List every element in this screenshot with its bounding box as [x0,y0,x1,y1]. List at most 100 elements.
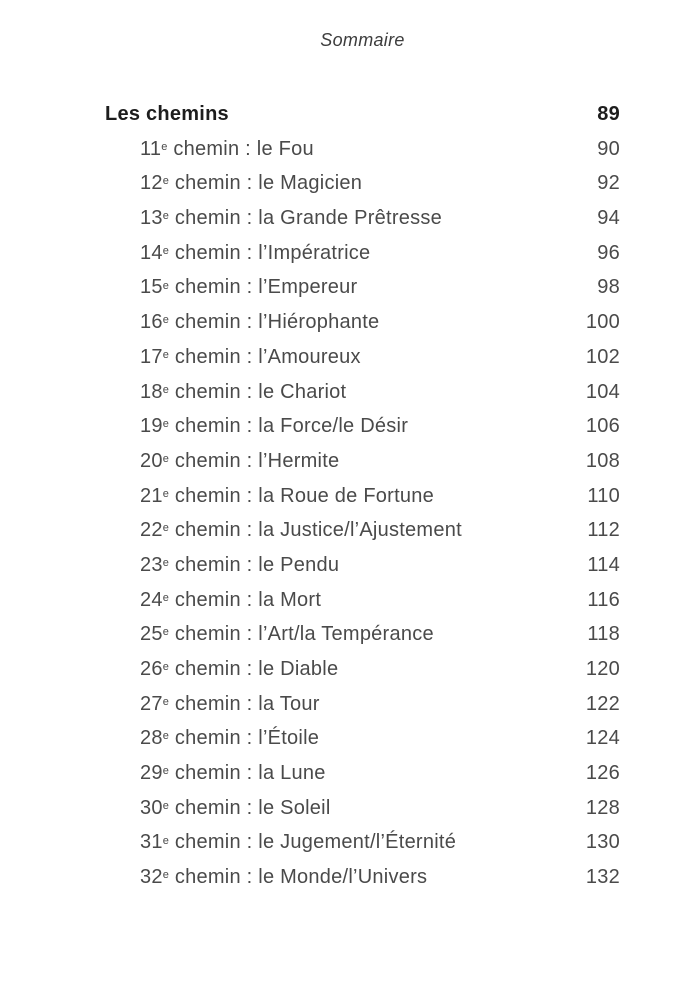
toc-entry-page: 112 [587,519,620,542]
toc-entry-label: 29e chemin : la Lune [105,756,326,791]
toc-entry-label: 19e chemin : la Force/le Désir [105,409,408,444]
entry-number: 30 [140,796,163,819]
toc-entry-page: 116 [587,588,620,611]
entry-ordinal: e [162,626,169,639]
entry-number: 11 [140,137,162,160]
toc-entry-page: 122 [585,692,620,715]
toc-entry-page: 132 [585,866,620,889]
toc-entry-page: 90 [597,137,620,160]
entry-ordinal: e [162,279,169,292]
entry-number: 32 [140,866,163,889]
entry-title: chemin : l’Hiérophante [174,311,380,334]
entry-number: 27 [140,692,163,715]
toc-entry-page: 102 [585,345,620,368]
toc-entry-page: 100 [585,311,620,334]
entry-ordinal: e [162,175,169,188]
toc-entry-label: 30e chemin : le Soleil [105,791,331,826]
entry-number: 15 [140,276,163,299]
toc-section-page: 89 [597,103,620,125]
toc-entry-label: 14e chemin : l’Impératrice [105,236,370,271]
toc-entry-label: 31e chemin : le Jugement/l’Éternité [105,825,456,860]
entry-number: 13 [140,207,163,230]
entry-number: 17 [140,345,163,368]
entry-number: 23 [140,553,163,576]
toc-entry-label: 22e chemin : la Justice/l’Ajustement [105,513,462,548]
toc-entry-label: 13e chemin : la Grande Prêtresse [105,201,442,236]
entry-title: chemin : le Diable [174,658,339,680]
toc-entry: 13e chemin : la Grande Prêtresse 94 [105,201,620,236]
toc-entry: 21e chemin : la Roue de Fortune 110 [105,479,620,514]
toc-entry-page: 92 [597,172,620,195]
toc-entry-label: 16e chemin : l’Hiérophante [105,305,379,340]
toc-entry-page: 126 [585,762,620,785]
toc-entry-page: 96 [597,241,620,264]
toc-entry-page: 106 [585,415,620,438]
toc-entry-label: 27e chemin : la Tour [105,687,320,722]
entry-ordinal: e [162,487,169,500]
toc-entry: 20e chemin : l’Hermite 108 [105,444,620,479]
toc-entry: 29e chemin : la Lune 126 [105,756,620,791]
entry-number: 29 [140,762,163,785]
entry-title: chemin : le Jugement/l’Éternité [174,831,457,854]
entry-ordinal: e [162,730,169,743]
entry-ordinal: e [162,869,169,882]
toc-entry: 18e chemin : le Chariot 104 [105,375,620,410]
entry-title: chemin : la Tour [174,692,320,715]
entry-ordinal: e [162,695,169,708]
toc-section-row: Les chemins 89 [105,97,620,132]
page-header: Sommaire [320,30,405,50]
entry-ordinal: e [162,591,169,604]
entry-ordinal: e [162,557,169,569]
toc-entry-page: 130 [585,831,620,854]
entry-title: chemin : la Justice/l’Ajustement [174,519,462,542]
entry-title: chemin : la Roue de Fortune [174,484,434,507]
toc-entry-page: 110 [587,484,620,507]
entry-ordinal: e [162,522,169,535]
entry-number: 20 [140,449,163,472]
toc-entry-label: 23e chemin : le Pendu [105,548,339,583]
entry-title: chemin : la Force/le Désir [174,415,409,438]
toc-entry: 25e chemin : l’Art/la Tempérance 118 [105,617,620,652]
toc-entry: 19e chemin : la Force/le Désir 106 [105,409,620,444]
entry-ordinal: e [162,799,169,812]
entry-ordinal: e [161,140,168,153]
toc-entry-page: 120 [585,658,620,680]
entry-title: chemin : le Soleil [174,796,331,819]
entry-number: 22 [140,519,163,542]
toc-entry: 23e chemin : le Pendu 114 [105,548,620,583]
entry-number: 19 [140,415,163,438]
toc-entry-label: 18e chemin : le Chariot [105,375,346,410]
entry-ordinal: e [162,210,169,223]
entry-title: chemin : l’Impératrice [174,241,371,264]
toc-entry-page: 98 [597,276,620,299]
entry-ordinal: e [162,661,169,674]
toc-entry-label: 12e chemin : le Magicien [105,166,362,201]
entry-number: 16 [140,311,163,334]
entry-title: chemin : l’Étoile [174,727,320,750]
entry-ordinal: e [162,418,169,431]
toc-entry-label: 26e chemin : le Diable [105,652,338,687]
toc-entry: 15e chemin : l’Empereur 98 [105,270,620,305]
toc-entry-page: 94 [597,207,620,230]
toc-entry: 31e chemin : le Jugement/l’Éternité 130 [105,825,620,860]
toc-entry: 22e chemin : la Justice/l’Ajustement 112 [105,513,620,548]
toc-entry-label: 24e chemin : la Mort [105,583,321,618]
entry-title: chemin : l’Empereur [174,276,358,299]
entry-number: 24 [140,588,163,611]
toc-entry-page: 104 [585,380,620,403]
entry-number: 31 [140,831,163,854]
toc-entry: 11e chemin : le Fou 90 [105,132,620,167]
entry-title: chemin : l’Amoureux [174,345,361,368]
toc-entry-page: 118 [587,623,620,646]
entry-ordinal: e [162,244,169,257]
entry-title: chemin : l’Art/la Tempérance [174,623,434,646]
entry-title: chemin : le Monde/l’Univers [174,866,428,889]
entry-title: chemin : le Fou [173,137,314,160]
entry-title: chemin : l’Hermite [174,449,340,472]
toc-entry-page: 124 [585,727,620,750]
entry-number: 21 [140,484,163,507]
entry-title: chemin : la Mort [174,588,322,611]
table-of-contents: Les chemins 89 11e chemin : le Fou 90 12e c… [105,97,620,895]
entry-title: chemin : la Lune [174,762,326,785]
